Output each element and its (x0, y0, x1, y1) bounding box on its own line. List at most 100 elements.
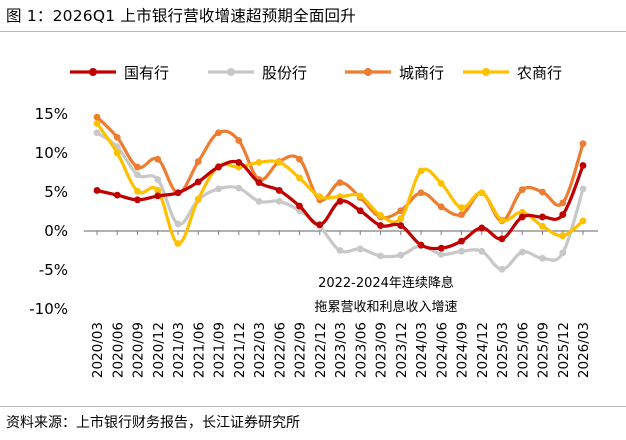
data-point (154, 155, 162, 163)
series-4 (93, 119, 587, 247)
legend-label: 国有行 (124, 64, 169, 82)
data-point (579, 185, 587, 193)
y-tick-label: 10% (35, 144, 68, 162)
legend-marker (364, 68, 372, 76)
data-point (518, 213, 526, 221)
series-3 (93, 113, 587, 225)
data-point (296, 202, 303, 210)
x-tick-label: 2020/03 (90, 322, 106, 378)
data-point (134, 171, 141, 179)
data-point (417, 167, 425, 175)
data-point (579, 217, 587, 225)
data-point (356, 192, 364, 200)
x-tick-label: 2020/12 (151, 322, 167, 378)
data-point (215, 185, 222, 193)
data-point (437, 203, 445, 211)
data-point (154, 176, 162, 183)
x-tick-label: 2021/12 (232, 322, 248, 378)
legend-item: 股份行 (208, 64, 307, 82)
data-point (478, 247, 486, 255)
data-point (174, 220, 182, 228)
x-tick-label: 2020/09 (131, 322, 147, 378)
data-point (154, 187, 162, 194)
data-point (275, 158, 283, 166)
data-point (235, 137, 243, 144)
data-point (215, 129, 222, 137)
data-point (93, 113, 101, 121)
data-point (296, 174, 303, 182)
data-point (93, 129, 101, 137)
source-note: 资料来源：上市银行财务报告，长江证券研究所 (6, 415, 300, 431)
data-point (579, 162, 587, 169)
source-rule (0, 406, 626, 407)
data-point (397, 207, 405, 215)
x-tick-label: 2023/03 (333, 322, 349, 378)
data-point (275, 197, 283, 205)
legend-item: 农商行 (463, 64, 562, 82)
data-point (174, 240, 182, 247)
data-point (397, 251, 405, 259)
data-point (255, 158, 263, 166)
series-1 (93, 158, 587, 252)
data-point (255, 197, 263, 205)
x-tick-label: 2021/06 (191, 322, 207, 378)
data-point (437, 180, 445, 187)
data-point (458, 247, 465, 255)
data-point (134, 196, 141, 204)
data-point (559, 249, 567, 257)
data-point (134, 187, 141, 195)
data-point (296, 155, 303, 163)
legend-marker (482, 68, 490, 76)
data-point (518, 208, 526, 216)
data-point (518, 248, 526, 256)
data-point (478, 224, 486, 232)
data-point (275, 187, 283, 194)
data-point (539, 254, 546, 262)
data-point (417, 189, 425, 197)
data-point (235, 184, 243, 192)
data-point (93, 119, 101, 127)
data-point (113, 134, 121, 141)
legend-item: 城商行 (345, 64, 444, 82)
x-tick-label: 2024/03 (414, 322, 430, 378)
x-tick-label: 2021/09 (212, 322, 228, 378)
x-tick-label: 2024/09 (455, 322, 471, 378)
data-point (215, 163, 222, 171)
data-point (336, 247, 344, 254)
y-tick-label: 15% (35, 105, 68, 123)
x-tick-label: 2022/12 (313, 322, 329, 378)
legend-item: 国有行 (70, 64, 169, 82)
x-tick-label: 2024/12 (475, 322, 491, 378)
data-point (93, 187, 101, 194)
data-point (154, 192, 162, 200)
y-tick-label: -10% (29, 300, 68, 318)
data-point (194, 158, 202, 165)
data-point (539, 222, 546, 230)
legend-label: 农商行 (517, 64, 562, 82)
x-tick-label: 2026/03 (576, 322, 592, 378)
data-point (397, 222, 405, 229)
data-point (458, 211, 465, 219)
data-point (134, 163, 141, 171)
data-point (316, 193, 324, 201)
y-tick-label: 0% (44, 222, 68, 240)
legend-label: 城商行 (399, 64, 444, 82)
annotation-text: 拖累营收和利息收入增速 (314, 299, 457, 315)
data-point (194, 178, 202, 186)
data-point (498, 235, 506, 243)
data-point (113, 149, 121, 157)
title-rule (0, 31, 626, 32)
annotation-text: 2022-2024年连续降息 (318, 275, 454, 291)
x-tick-label: 2024/06 (434, 322, 450, 378)
data-point (437, 244, 445, 252)
x-tick-label: 2025/03 (495, 322, 511, 378)
data-point (458, 204, 465, 212)
data-point (478, 189, 486, 197)
legend-marker (89, 68, 97, 76)
data-point (397, 215, 405, 222)
data-point (235, 158, 243, 166)
data-point (194, 195, 202, 203)
data-point (336, 197, 344, 205)
x-tick-label: 2022/03 (252, 322, 268, 378)
